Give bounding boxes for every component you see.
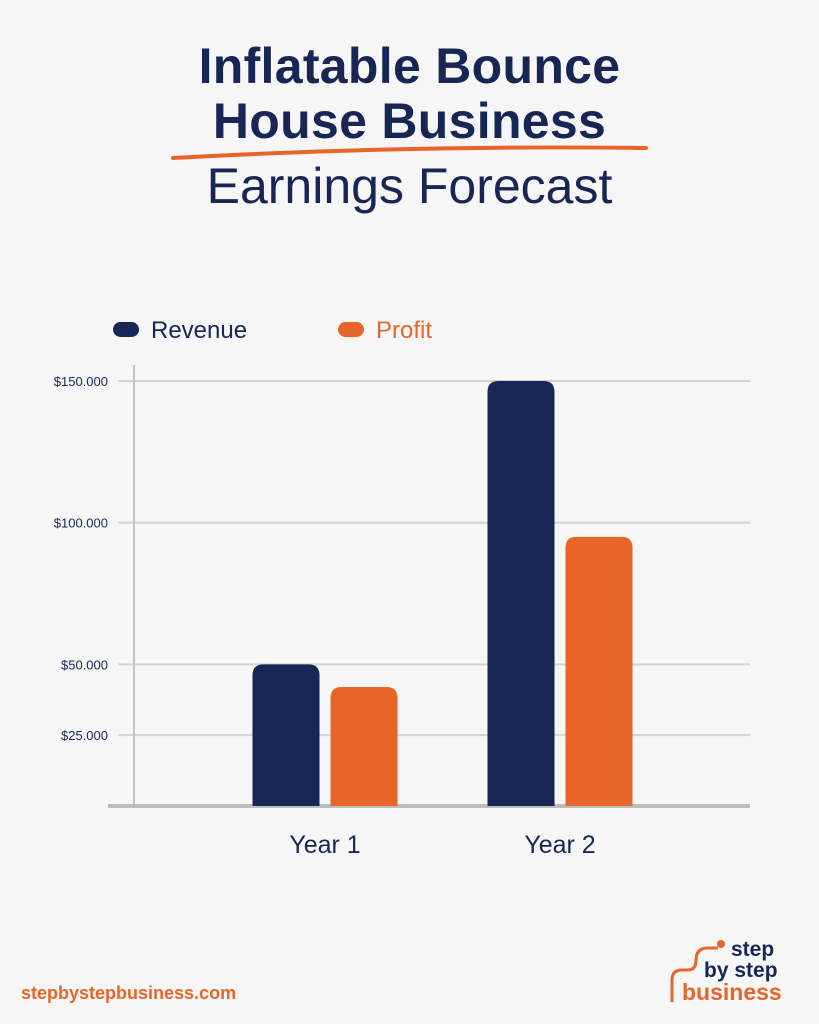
y-tick-label: $25.000 <box>61 728 108 743</box>
x-tick-label: Year 2 <box>524 831 595 859</box>
y-tick-label: $100.000 <box>54 516 108 531</box>
bar-chart: Revenue Profit $25.000 $50.000 $100.000 $150.… <box>0 0 819 900</box>
logo-text-line-3: business <box>682 979 782 1004</box>
footer-url[interactable]: stepbystepbusiness.com <box>21 983 236 1004</box>
legend-swatch-revenue <box>113 322 139 337</box>
bar-profit-year-2 <box>566 537 633 806</box>
logo-text-line-1: step <box>731 938 774 961</box>
bar-revenue-year-2 <box>488 381 555 806</box>
legend-swatch-profit <box>338 322 364 337</box>
logo-dot-icon <box>717 940 725 948</box>
legend-label-revenue: Revenue <box>151 317 247 344</box>
bar-revenue-year-1 <box>253 664 320 806</box>
step-by-step-business-logo: step by step business <box>668 934 798 1004</box>
y-tick-label: $150.000 <box>54 374 108 389</box>
legend-label-profit: Profit <box>376 317 432 344</box>
bar-profit-year-1 <box>331 687 398 806</box>
x-tick-label: Year 1 <box>289 831 360 859</box>
y-tick-label: $50.000 <box>61 657 108 672</box>
